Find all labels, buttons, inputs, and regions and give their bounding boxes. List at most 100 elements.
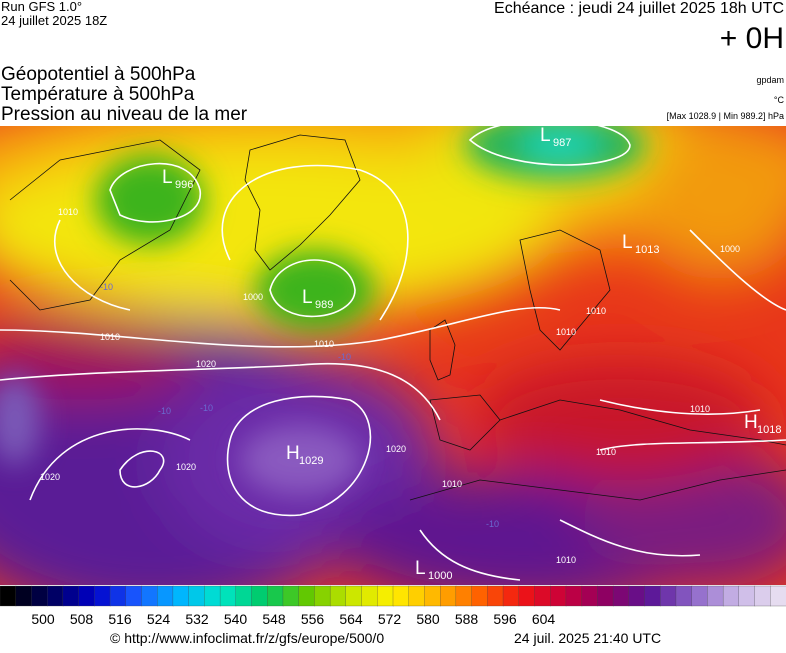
colorbar-cell [235,585,253,607]
run-date: 24 juillet 2025 18Z [1,13,107,28]
footer-time: 24 juil. 2025 21:40 UTC [514,630,661,646]
isobar-label: 1010 [556,327,576,337]
colorbar-tick-label: 588 [455,611,479,627]
colorbar-cell [267,585,284,607]
colorbar-tick-label: 572 [378,611,402,627]
colorbar-tick-label: 604 [532,611,556,627]
colorbar-cell [722,585,740,607]
isotherm-label: -10 [486,519,499,529]
center-letter: L [302,287,313,308]
colorbar-cell [707,585,724,607]
isobar-label: 1020 [386,444,406,454]
colorbar: 500 508 516 524 532 540 548 556 564 572 580 588 596 6… [0,585,786,627]
colorbar-cell [660,585,677,607]
isobar-label: 1010 [690,404,710,414]
colorbar-tick-label: 580 [416,611,440,627]
colorbar-cell [377,585,394,607]
unit-celsius: °C [774,95,785,105]
colorbar-cell [282,585,300,607]
colorbar-cell [78,585,95,607]
colorbar-cell [440,585,457,607]
colorbar-tick-label: 500 [31,611,55,627]
colorbar-cell [219,585,237,607]
colorbar-cell [157,585,174,607]
center-letter: H [744,412,758,433]
colorbar-tick-label: 508 [70,611,94,627]
colorbar-cell [518,585,536,607]
unit-gpdam: gpdam [756,75,784,85]
colorbar-tick-label: 556 [301,611,325,627]
colorbar-tick-label: 524 [147,611,171,627]
colorbar-cell [15,585,33,607]
colorbar-cell [0,585,17,607]
title-temperature: Température à 500hPa [1,84,195,105]
colorbar-cell [502,585,520,607]
colorbar-cell [141,585,158,607]
center-letter: L [622,232,633,253]
colorbar-tick-label: 516 [108,611,132,627]
valid-time: Echéance : jeudi 24 juillet 2025 18h UTC [494,0,784,17]
center-value: 989 [315,299,333,311]
title-pressure: Pression au niveau de la mer [1,104,248,125]
center-letter: L [540,125,551,146]
unit-pressure: [Max 1028.9 | Min 989.2] hPa [667,111,784,121]
isobar-label: 1010 [314,339,334,349]
isobar-label: 1020 [40,472,60,482]
colorbar-tick-label: 532 [185,611,209,627]
colorbar-cell [770,585,786,607]
isobar-label: 1010 [586,306,606,316]
colorbar-tick-label: 564 [339,611,363,627]
center-value: 1000 [428,570,452,582]
colorbar-cell [408,585,426,607]
center-letter: L [415,558,426,579]
colorbar-cell [534,585,551,607]
colorbar-tick-label: 548 [262,611,286,627]
colorbar-cell [471,585,488,607]
isobar-label: 1010 [58,207,78,217]
colorbar-cell [298,585,316,607]
colorbar-cell [628,585,646,607]
isotherm-label: -10 [158,406,171,416]
footer-source: © http://www.infoclimat.fr/z/gfs/europe/… [110,630,384,646]
colorbar-cell [691,585,709,607]
colorbar-cell [424,585,441,607]
colorbar-cell [612,585,630,607]
colorbar-cell [94,585,111,607]
colorbar-cell [361,585,378,607]
center-value: 987 [553,137,571,149]
run: Run GFS 1.0° [1,0,82,14]
colorbar-cell [392,585,410,607]
isobar-label: 1000 [720,244,740,254]
colorbar-cell [188,585,206,607]
colorbar-tick-label: 596 [493,611,517,627]
colorbar-cell [754,585,771,607]
isobar-label: 1010 [556,555,576,565]
center-value: 1013 [635,244,659,256]
colorbar-cell [251,585,268,607]
title-geopotential: Géopotentiel à 500hPa [1,64,196,85]
center-value: 1029 [299,455,323,467]
colorbar-cell [329,585,347,607]
isotherm-label: -10 [200,403,213,413]
colorbar-cell [204,585,221,607]
colorbar-cell [644,585,661,607]
center-letter: L [162,167,173,188]
isobar-label: 1010 [596,447,616,457]
colorbar-cell [581,585,599,607]
isobar-label: 1010 [442,479,462,489]
colorbar-cell [125,585,143,607]
colorbar-cell [314,585,331,607]
colorbar-cell [31,585,48,607]
center-value: 1018 [757,424,781,436]
colorbar-cell [565,585,583,607]
colorbar-cell [550,585,567,607]
isobar-label: 1020 [176,462,196,472]
colorbar-cell [47,585,64,607]
lead-time: + 0H [720,22,784,55]
isobar-label: 1010 [100,332,120,342]
center-value: 996 [175,179,193,191]
colorbar-cell [109,585,127,607]
